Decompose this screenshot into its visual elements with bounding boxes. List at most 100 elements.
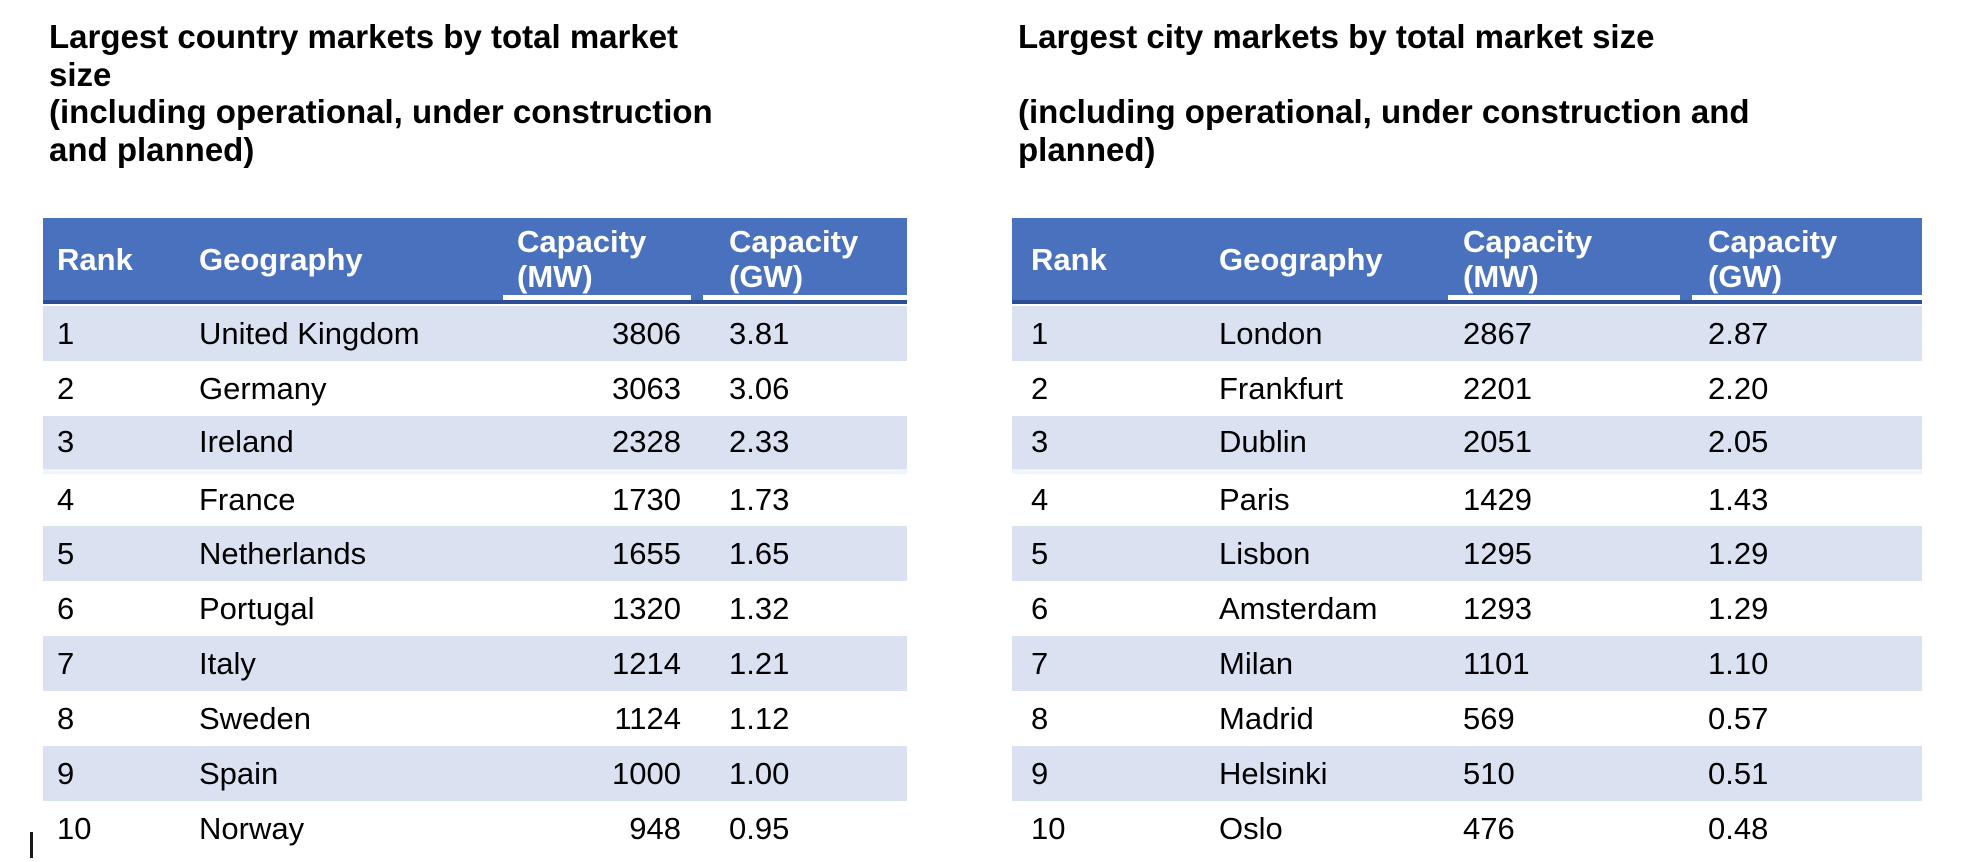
capacity-gw-cell: 0.48 [1708,810,1769,846]
capacity-mw-cell: 2051 [1448,416,1692,474]
capacity-mw-cell: 1124 [614,700,681,736]
capacity-mw-cell: 510 [1448,746,1692,801]
capacity-mw-cell: 476 [1463,810,1515,846]
geography-cell: Netherlands [193,526,503,581]
geography-cell: London [1205,306,1448,361]
country-markets-panel: Largest country markets by total market … [43,18,907,856]
col-header-geography: Geography [193,218,503,300]
table-row: 3 Ireland 2328 2.33 [43,416,907,474]
rank-cell: 5 [43,526,193,581]
capacity-mw-cell: 1429 [1463,481,1532,517]
table-row: 5 Lisbon 1295 1.29 [1012,526,1922,581]
geography-cell: Lisbon [1205,526,1448,581]
country-table-subtitle: (including operational, under constructi… [49,93,713,168]
capacity-mw-cell: 1655 [503,526,703,581]
rank-cell: 6 [57,590,75,626]
rank-cell: 1 [43,306,193,361]
table-row: 5 Netherlands 1655 1.65 [43,526,907,581]
table-row: 10 Oslo 476 0.48 [1012,801,1922,856]
capacity-gw-cell: 1.10 [1692,636,1922,691]
geography-cell: Oslo [1219,810,1283,846]
geography-cell: Portugal [199,590,315,626]
header-divider [43,300,907,306]
country-table-header-row: Rank Geography Capacity (MW) Capacity (G… [43,218,907,300]
capacity-gw-cell: 1.21 [703,636,907,691]
capacity-gw-cell: 2.20 [1708,370,1769,406]
table-row: 4 Paris 1429 1.43 [1012,471,1922,526]
geography-cell: Dublin [1205,416,1448,474]
capacity-mw-cell: 1730 [612,481,681,517]
capacity-gw-cell: 1.73 [729,481,790,517]
capacity-gw-cell: 3.81 [703,306,907,361]
geography-cell: Paris [1219,481,1290,517]
rank-cell: 4 [57,481,75,517]
capacity-gw-cell: 2.87 [1692,306,1922,361]
capacity-gw-cell: 1.12 [729,700,790,736]
geography-cell: Madrid [1219,700,1314,736]
capacity-gw-cell: 2.05 [1692,416,1922,474]
capacity-mw-cell: 3806 [503,306,703,361]
geography-cell: Italy [193,636,503,691]
geography-cell: Germany [199,370,327,406]
rank-cell: 3 [43,416,193,474]
capacity-gw-cell: 1.32 [729,590,790,626]
capacity-gw-cell: 0.95 [729,810,790,846]
capacity-gw-cell: 2.33 [703,416,907,474]
geography-cell: Amsterdam [1219,590,1378,626]
capacity-mw-cell: 2328 [503,416,703,474]
rank-cell: 8 [1031,700,1049,736]
capacity-gw-cell: 1.29 [1692,526,1922,581]
capacity-gw-cell: 0.57 [1708,700,1769,736]
col-header-capacity-gw: Capacity (GW) [1692,218,1922,300]
table-row: 7 Italy 1214 1.21 [43,636,907,691]
rank-cell: 9 [1012,746,1205,801]
rank-cell: 6 [1031,590,1049,626]
rank-cell: 4 [1031,481,1049,517]
capacity-mw-cell: 1214 [503,636,703,691]
header-divider [1012,300,1922,306]
table-row: 1 United Kingdom 3806 3.81 [43,306,907,361]
col-header-geography: Geography [1205,218,1448,300]
col-header-capacity-mw: Capacity (MW) [1448,218,1692,300]
table-row: 1 London 2867 2.87 [1012,306,1922,361]
table-row: 4 France 1730 1.73 [43,471,907,526]
city-markets-table: Rank Geography Capacity (MW) Capacity (G… [1012,218,1922,856]
capacity-mw-cell: 1295 [1448,526,1692,581]
table-row: 9 Spain 1000 1.00 [43,746,907,801]
table-row: 2 Frankfurt 2201 2.20 [1012,361,1922,416]
capacity-mw-cell: 1320 [612,590,681,626]
table-row: 6 Amsterdam 1293 1.29 [1012,581,1922,636]
rank-cell: 5 [1012,526,1205,581]
table-row: 8 Madrid 569 0.57 [1012,691,1922,746]
col-header-rank: Rank [43,218,193,300]
capacity-mw-cell: 1101 [1448,636,1692,691]
capacity-mw-cell: 3063 [612,370,681,406]
city-table-subtitle: (including operational, under constructi… [1018,93,1750,168]
rank-cell: 8 [57,700,75,736]
rank-cell: 2 [1031,370,1049,406]
capacity-gw-cell: 1.29 [1708,590,1769,626]
geography-cell: United Kingdom [193,306,503,361]
table-row: 2 Germany 3063 3.06 [43,361,907,416]
rank-cell: 10 [57,810,92,846]
table-row: 3 Dublin 2051 2.05 [1012,416,1922,474]
capacity-gw-cell: 1.65 [703,526,907,581]
geography-cell: Norway [199,810,305,846]
geography-cell: Ireland [193,416,503,474]
table-row: 6 Portugal 1320 1.32 [43,581,907,636]
rank-cell: 1 [1012,306,1205,361]
rank-cell: 2 [57,370,75,406]
rank-cell: 9 [43,746,193,801]
rank-cell: 3 [1012,416,1205,474]
city-table-header-row: Rank Geography Capacity (MW) Capacity (G… [1012,218,1922,300]
rank-cell: 10 [1031,810,1066,846]
geography-cell: Helsinki [1205,746,1448,801]
col-header-capacity-mw: Capacity (MW) [503,218,703,300]
city-markets-panel: Largest city markets by total market siz… [1012,18,1922,856]
geography-cell: Spain [193,746,503,801]
city-table-title: Largest city markets by total market siz… [1018,18,1655,55]
rank-cell: 7 [1012,636,1205,691]
col-header-rank: Rank [1012,218,1205,300]
capacity-mw-cell: 2201 [1463,370,1532,406]
capacity-mw-cell: 1293 [1463,590,1532,626]
